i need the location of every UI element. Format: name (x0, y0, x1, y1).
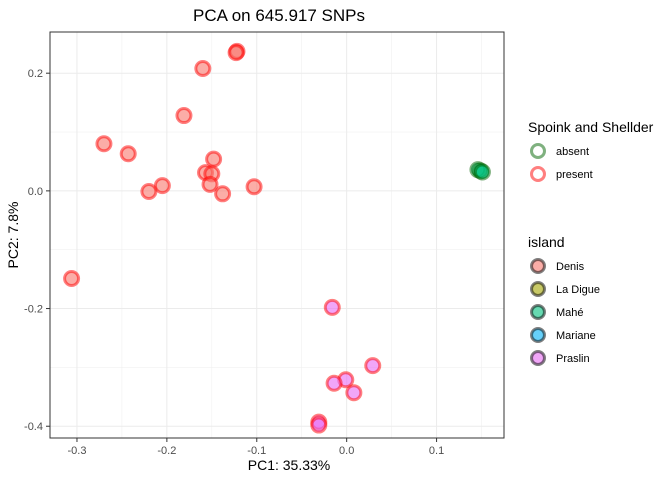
x-axis: -0.3 -0.2 -0.1 0.0 0.1 (67, 438, 444, 457)
legend-key (530, 350, 546, 366)
x-tick-label: -0.3 (67, 445, 86, 457)
plot-panel-border (49, 31, 505, 439)
data-point (63, 270, 81, 288)
plot-panel (49, 31, 505, 439)
legend-label: Praslin (556, 353, 590, 365)
legend-key (530, 166, 546, 182)
x-tick-label: -0.2 (157, 445, 176, 457)
data-point (245, 178, 263, 196)
legend-key (530, 143, 546, 159)
data-point (364, 357, 382, 375)
y-tick-label: 0.0 (28, 186, 43, 198)
data-point (473, 163, 491, 181)
legend-label: Mahé (556, 307, 584, 319)
y-tick-label: -0.4 (24, 421, 43, 433)
data-point (201, 175, 219, 193)
legend-island: island Denis La Digue Mahé Mariane Praslin (528, 234, 600, 366)
y-tick-label: 0.2 (28, 68, 43, 80)
grid-major (50, 32, 504, 438)
legend-title: Spoink and Shellder (528, 119, 654, 135)
data-point (310, 416, 328, 434)
data-point (205, 150, 223, 168)
legend-label: La Digue (556, 284, 600, 296)
data-point (323, 298, 341, 316)
data-point (194, 59, 212, 77)
y-axis-title: PC2: 7.8% (5, 202, 21, 269)
data-point (345, 384, 363, 402)
y-axis: -0.4 -0.2 0.0 0.2 (24, 68, 50, 433)
data-point (119, 145, 137, 163)
y-tick-label: -0.2 (24, 304, 43, 316)
legend-key (530, 327, 546, 343)
legend-spoink-shellder: Spoink and Shellder absent present (528, 119, 654, 182)
data-points (63, 42, 491, 434)
x-tick-label: -0.1 (247, 445, 266, 457)
data-point (95, 135, 113, 153)
data-point (153, 177, 171, 195)
legend-key (530, 258, 546, 274)
x-tick-label: 0.1 (429, 445, 444, 457)
legend-key (530, 304, 546, 320)
data-point (140, 182, 158, 200)
data-point (227, 44, 245, 62)
legend-title: island (528, 234, 565, 250)
data-point (325, 374, 343, 392)
grid-minor (50, 32, 504, 438)
x-tick-label: 0.0 (339, 445, 354, 457)
legends: Spoink and Shellder absent present island De… (528, 119, 654, 366)
legend-label: Denis (556, 261, 585, 273)
legend-label: absent (556, 146, 589, 158)
data-point (214, 185, 232, 203)
legend-label: present (556, 169, 593, 181)
data-point (175, 107, 193, 125)
x-axis-title: PC1: 35.33% (248, 457, 331, 473)
plot-panel-background (50, 32, 504, 438)
legend-label: Mariane (556, 330, 596, 342)
chart-title: PCA on 645.917 SNPs (193, 6, 365, 25)
legend-key (530, 281, 546, 297)
